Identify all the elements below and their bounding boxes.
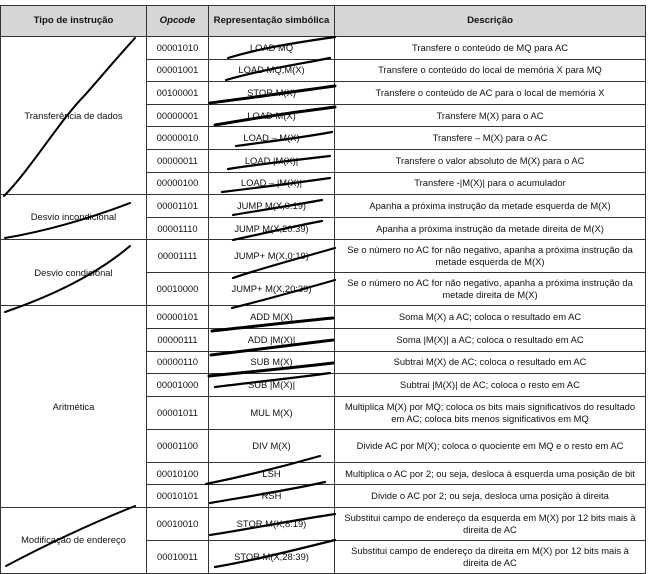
symbolic-cell: JUMP+ M(X,20:39) <box>208 272 335 307</box>
category-cell: Transferência de dados <box>0 35 147 196</box>
header-symbolic: Representação simbólica <box>208 5 335 37</box>
symbolic-cell: LOAD – M(X) <box>208 126 335 150</box>
table-row: Modificação de endereço 00010010 STOR M(X,… <box>0 506 646 574</box>
description-cell: Se o número no AC for não negativo, apan… <box>334 239 646 274</box>
opcode-cell: 00001001 <box>146 58 209 83</box>
opcode-cell: 00001000 <box>146 373 209 397</box>
symbolic-cell: MUL M(X) <box>208 395 335 430</box>
category-cell: Desvio incondicional <box>0 194 147 241</box>
opcode-cell: 00000100 <box>146 171 209 196</box>
opcode-cell: 00001010 <box>146 36 209 60</box>
table-body: Transferência de dados 00001010 LOAD MQ Tra… <box>0 35 646 574</box>
description-cell: Transfere o conteúdo do local de memória… <box>334 58 646 83</box>
symbolic-cell: SUB M(X) <box>208 350 335 375</box>
table-row: 00001100 DIV M(X) Divide AC por M(X); colo… <box>1 428 646 463</box>
opcode-cell: 00010000 <box>146 272 209 307</box>
table-row: Desvio incondicional 00001101 JUMP M(X,0:1… <box>0 194 646 241</box>
header-type: Tipo de instrução <box>0 5 147 37</box>
symbolic-cell: RSH <box>208 484 335 508</box>
opcode-cell: 00001100 <box>146 428 209 463</box>
symbolic-cell: LOAD – |M(X)| <box>208 171 335 196</box>
symbolic-cell: ADD |M(X)| <box>208 327 335 352</box>
description-cell: Soma |M(X)| a AC; coloca o resultado em … <box>334 327 646 352</box>
description-cell: Subtrai M(X) de AC; coloca o resultado e… <box>334 350 646 375</box>
opcode-cell: 00001111 <box>146 239 209 274</box>
opcode-cell: 00000101 <box>146 305 209 329</box>
table-row: Transferência de dados 00001010 LOAD MQ Tra… <box>0 35 646 196</box>
symbolic-cell: STOR M(X) <box>208 81 335 105</box>
symbolic-cell: JUMP M(X,20:39) <box>208 216 335 241</box>
description-cell: Transfere o conteúdo de AC para o local … <box>334 81 646 105</box>
symbolic-cell: ADD M(X) <box>208 305 335 329</box>
description-cell: Soma M(X) a AC; coloca o resultado em AC <box>334 305 646 329</box>
opcode-cell: 00100001 <box>146 81 209 105</box>
opcode-cell: 00000010 <box>146 126 209 150</box>
table-row: Desvio condicional 00001111 JUMP+ M(X,0:19… <box>0 239 646 307</box>
opcode-cell: 00001110 <box>146 216 209 241</box>
header-opcode: Opcode <box>146 5 209 37</box>
description-cell: Subtrai |M(X)| de AC; coloca o resto em … <box>334 373 646 397</box>
opcode-cell: 00001011 <box>146 395 209 430</box>
description-cell: Substitui campo de endereço da esquerda … <box>334 506 646 541</box>
description-cell: Divide o AC por 2; ou seja, desloca uma … <box>334 484 646 508</box>
description-cell: Divide AC por M(X); coloca o quociente e… <box>334 428 646 463</box>
opcode-cell: 00001101 <box>146 194 209 218</box>
symbolic-cell: STOR M(X,28:39) <box>208 539 335 574</box>
symbolic-cell: JUMP+ M(X,0:19) <box>208 239 335 274</box>
opcode-cell: 00000110 <box>146 350 209 375</box>
opcode-cell: 00010011 <box>146 539 209 574</box>
category-cell: Desvio condicional <box>0 239 147 307</box>
opcode-cell: 00000111 <box>146 327 209 352</box>
category-cell: Aritmética <box>0 305 147 508</box>
table-row: 00001011 MUL M(X) Multiplica M(X) por MQ; … <box>1 395 646 430</box>
description-cell: Apanha a próxima instrução da metade esq… <box>334 194 646 218</box>
symbolic-cell: LSH <box>208 461 335 486</box>
symbolic-cell: SUB |M(X)| <box>208 373 335 397</box>
opcode-cell: 00010101 <box>146 484 209 508</box>
opcode-cell: 00010010 <box>146 506 209 541</box>
opcode-cell: 00010100 <box>146 461 209 486</box>
category-cell: Modificação de endereço <box>0 506 147 574</box>
symbolic-cell: DIV M(X) <box>208 428 335 463</box>
description-cell: Transfere -|M(X)| para o acumulador <box>334 171 646 196</box>
symbolic-cell: STOR M(X,8:19) <box>208 506 335 541</box>
description-cell: Transfere – M(X) para o AC <box>334 126 646 150</box>
opcode-cell: 00000001 <box>146 103 209 128</box>
description-cell: Substitui campo de endereço da direita e… <box>334 539 646 574</box>
table-header-row: Tipo de instrução Opcode Representação s… <box>0 5 646 37</box>
instruction-table: Tipo de instrução Opcode Representação s… <box>0 5 646 574</box>
description-cell: Se o número no AC for não negativo, apan… <box>334 272 646 307</box>
symbolic-cell: LOAD MQ,M(X) <box>208 58 335 83</box>
opcode-cell: 00000011 <box>146 148 209 173</box>
symbolic-cell: JUMP M(X,0:19) <box>208 194 335 218</box>
description-cell: Transfere o conteúdo de MQ para AC <box>334 36 646 60</box>
description-cell: Apanha a próxima instrução da metade dir… <box>334 216 646 241</box>
description-cell: Transfere M(X) para o AC <box>334 103 646 128</box>
symbolic-cell: LOAD M(X) <box>208 103 335 128</box>
header-description: Descrição <box>334 5 646 37</box>
description-cell: Multiplica M(X) por MQ; coloca os bits m… <box>334 395 646 430</box>
description-cell: Transfere o valor absoluto de M(X) para … <box>334 148 646 173</box>
symbolic-cell: LOAD |M(X)| <box>208 148 335 173</box>
description-cell: Multiplica o AC por 2; ou seja, desloca … <box>334 461 646 486</box>
table-row: Aritmética 00000101 ADD M(X) Soma M(X) a AC… <box>0 305 646 508</box>
symbolic-cell: LOAD MQ <box>208 36 335 60</box>
